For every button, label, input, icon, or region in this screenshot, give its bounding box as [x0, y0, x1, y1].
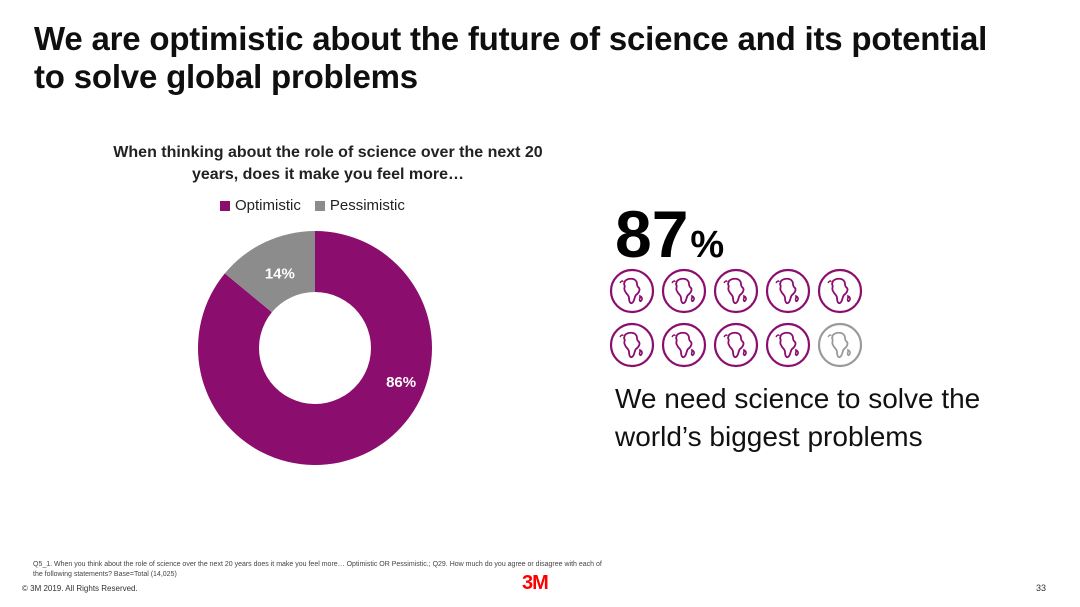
legend-item-pessimistic: Pessimistic — [314, 197, 405, 214]
chart-legend: Optimistic Pessimistic — [220, 197, 405, 214]
globe-icon — [765, 322, 811, 368]
3m-logo: 3M — [522, 572, 549, 594]
stat-caption: We need science to solve the world’s big… — [615, 383, 981, 452]
legend-label-pessimistic: Pessimistic — [329, 197, 405, 214]
globe-icon — [817, 268, 863, 314]
big-stat: 87% — [615, 196, 724, 283]
globe-icon — [817, 322, 863, 368]
data-label-optimistic: 86% — [386, 374, 416, 391]
page-number: 33 — [1036, 583, 1047, 593]
legend-label-optimistic: Optimistic — [235, 197, 301, 214]
big-stat-value: 87 — [615, 197, 689, 271]
globe-icon — [609, 322, 655, 368]
legend-swatch-pessimistic — [314, 200, 325, 211]
legend-swatch-optimistic — [220, 200, 230, 211]
globe-icon — [661, 322, 707, 368]
copyright: © 3M 2019. All Rights Reserved. — [22, 584, 138, 593]
globe-icon-grid — [609, 268, 874, 368]
globe-icon — [661, 268, 707, 314]
globe-icon — [765, 268, 811, 314]
globe-icon — [609, 268, 655, 314]
data-label-pessimistic: 14% — [265, 265, 295, 282]
donut-slice-pessimistic — [224, 231, 315, 313]
donut-chart: 86% 14% — [198, 231, 432, 465]
big-stat-unit: % — [690, 224, 725, 266]
footnote: Q5_1. When you think about the role of s… — [33, 561, 602, 578]
slide-title: We are optimistic about the future of sc… — [34, 20, 988, 95]
legend-item-optimistic: Optimistic — [220, 197, 301, 214]
globe-icon — [713, 268, 759, 314]
globe-icon — [713, 322, 759, 368]
donut-slice-optimistic — [198, 231, 432, 465]
chart-title: When thinking about the role of science … — [113, 144, 543, 183]
